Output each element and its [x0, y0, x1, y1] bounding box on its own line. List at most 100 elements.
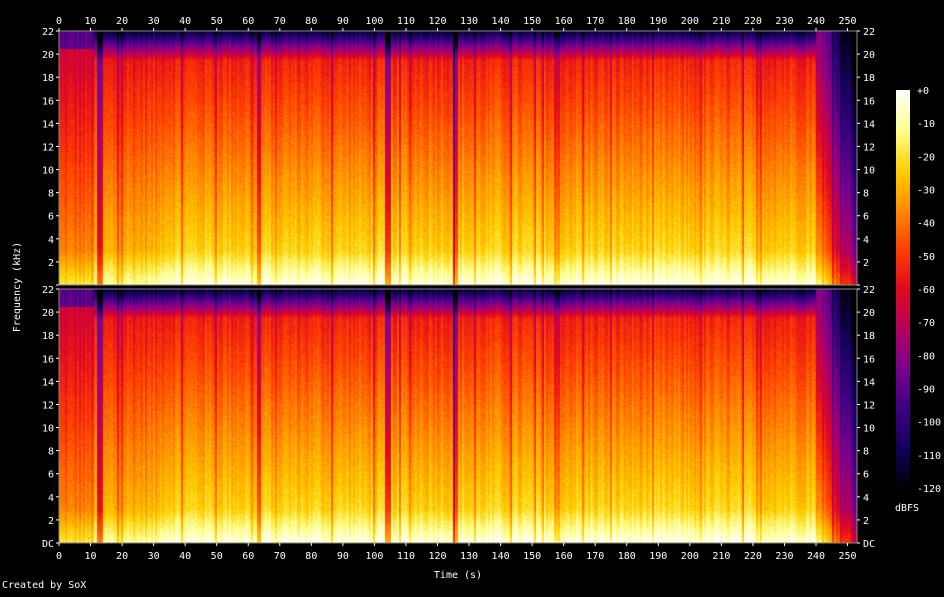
y-tick-label-left: 20 [42, 50, 54, 61]
x-tick-label-bottom: 250 [839, 551, 857, 562]
y-tick-label-left: 12 [42, 400, 54, 411]
colorbar-tick-label: -10 [917, 119, 935, 130]
colorbar-tick-label: -80 [917, 351, 935, 362]
y-tick-label-right: 20 [863, 308, 875, 319]
y-tick-label-left: 22 [42, 285, 54, 296]
x-tick-label-bottom: 140 [492, 551, 510, 562]
x-tick-label-top: 160 [555, 16, 573, 27]
y-tick-label-right: 6 [863, 212, 869, 223]
spectrogram-channel-1 [59, 31, 857, 285]
y-tick-label-left: 8 [48, 447, 54, 458]
y-tick-label-left: 10 [42, 424, 54, 435]
y-tick-label-right: 8 [863, 189, 869, 200]
colorbar-tick-label: -70 [917, 318, 935, 329]
y-tick-label-left: 16 [42, 354, 54, 365]
x-tick-label-bottom: 180 [618, 551, 636, 562]
y-tick-label-right: 14 [863, 119, 875, 130]
x-tick-label-bottom: 110 [397, 551, 415, 562]
x-tick-label-bottom: 150 [523, 551, 541, 562]
y-tick-label-right: 4 [863, 493, 869, 504]
y-tick-label-right: 4 [863, 235, 869, 246]
y-tick-label-left: 22 [42, 27, 54, 38]
y-tick-label-right: 18 [863, 331, 875, 342]
x-tick-label-bottom: 10 [85, 551, 97, 562]
x-tick-label-top: 60 [242, 16, 254, 27]
x-tick-label-top: 140 [492, 16, 510, 27]
y-tick-label-right: 2 [863, 516, 869, 527]
y-tick-label-left: 6 [48, 212, 54, 223]
x-tick-label-top: 70 [274, 16, 286, 27]
y-tick-label-left: 18 [42, 73, 54, 84]
x-tick-label-bottom: 0 [56, 551, 62, 562]
colorbar-tick-label: -110 [917, 451, 941, 462]
colorbar-tick-label: -120 [917, 484, 941, 495]
x-tick-label-bottom: 220 [744, 551, 762, 562]
colorbar-tick-label: -60 [917, 285, 935, 296]
y-tick-label-left: 4 [48, 235, 54, 246]
x-tick-label-bottom: 60 [242, 551, 254, 562]
x-tick-label-bottom: 210 [712, 551, 730, 562]
y-tick-label-left: 18 [42, 331, 54, 342]
colorbar-tick-label: -50 [917, 252, 935, 263]
y-tick-label-right: 18 [863, 73, 875, 84]
x-tick-label-bottom: 40 [179, 551, 191, 562]
colorbar-tick-label: -30 [917, 186, 935, 197]
x-tick-label-bottom: 130 [460, 551, 478, 562]
x-tick-label-top: 200 [681, 16, 699, 27]
y-tick-label-right: 2 [863, 258, 869, 269]
y-tick-label-right: 10 [863, 424, 875, 435]
x-tick-label-top: 80 [305, 16, 317, 27]
y-tick-label-right: 16 [863, 354, 875, 365]
y-tick-label-left: 20 [42, 308, 54, 319]
colorbar-tick-label: -100 [917, 418, 941, 429]
x-tick-label-top: 110 [397, 16, 415, 27]
x-tick-label-bottom: 240 [807, 551, 825, 562]
y-tick-label-right: 14 [863, 377, 875, 388]
x-tick-label-top: 30 [148, 16, 160, 27]
x-tick-label-bottom: 50 [211, 551, 223, 562]
x-tick-label-top: 250 [839, 16, 857, 27]
y-tick-label-left: 14 [42, 119, 54, 130]
colorbar-tick-label: -90 [917, 385, 935, 396]
y-tick-label-left: 12 [42, 142, 54, 153]
colorbar-tick-label: +0 [917, 86, 929, 97]
y-tick-label-left: 6 [48, 470, 54, 481]
x-tick-label-bottom: 170 [586, 551, 604, 562]
x-tick-label-bottom: 230 [775, 551, 793, 562]
y-tick-label-left: 4 [48, 493, 54, 504]
colorbar-tick-label: -20 [917, 152, 935, 163]
y-tick-label-right: 22 [863, 27, 875, 38]
y-tick-label-left: 16 [42, 96, 54, 107]
colorbar [896, 90, 910, 488]
y-tick-label-left: 10 [42, 166, 54, 177]
y-tick-label-left: DC [42, 539, 54, 550]
x-tick-label-bottom: 160 [555, 551, 573, 562]
plot-frame-2 [58, 288, 858, 544]
footer-credit: Created by SoX [2, 580, 87, 591]
y-axis-label: Frequency (kHz) [12, 242, 23, 332]
x-axis-label: Time (s) [434, 570, 482, 581]
y-tick-label-right: 16 [863, 96, 875, 107]
colorbar-tick-label: -40 [917, 219, 935, 230]
x-tick-label-bottom: 20 [116, 551, 128, 562]
y-tick-label-right: 6 [863, 470, 869, 481]
y-tick-label-right: 8 [863, 447, 869, 458]
y-tick-label-right: 12 [863, 142, 875, 153]
x-tick-label-top: 10 [85, 16, 97, 27]
x-tick-label-top: 100 [365, 16, 383, 27]
y-tick-label-left: 14 [42, 377, 54, 388]
x-tick-label-top: 0 [56, 16, 62, 27]
y-tick-label-right: 20 [863, 50, 875, 61]
x-tick-label-top: 220 [744, 16, 762, 27]
x-tick-label-top: 210 [712, 16, 730, 27]
colorbar-label: dBFS [895, 503, 919, 514]
x-tick-label-bottom: 120 [428, 551, 446, 562]
y-tick-label-right: 12 [863, 400, 875, 411]
y-tick-label-left: 2 [48, 258, 54, 269]
x-tick-label-top: 150 [523, 16, 541, 27]
x-tick-label-bottom: 70 [274, 551, 286, 562]
y-tick-label-left: 2 [48, 516, 54, 527]
y-tick-label-right: DC [863, 539, 875, 550]
x-tick-label-bottom: 30 [148, 551, 160, 562]
